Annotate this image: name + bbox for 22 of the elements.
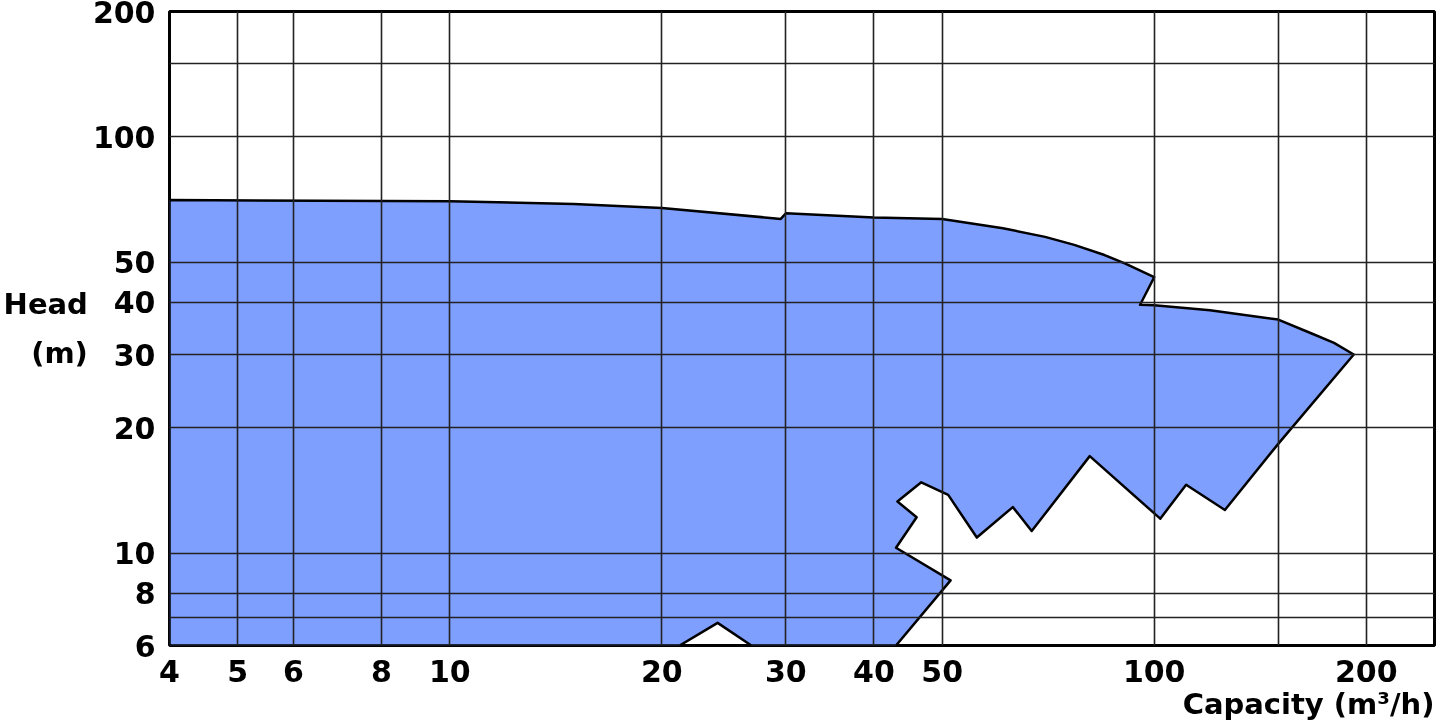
y-tick-label: 8 — [134, 576, 156, 612]
y-tick-label: 20 — [113, 410, 156, 446]
x-tick-label: 8 — [371, 653, 392, 689]
y-tick-label: 50 — [113, 245, 156, 281]
x-tick-label: 30 — [765, 653, 807, 689]
y-tick-label: 10 — [113, 536, 156, 572]
y-tick-label: 30 — [113, 337, 156, 373]
x-tick-label: 10 — [428, 653, 471, 689]
y-tick-label: 40 — [113, 285, 156, 321]
x-tick-label: 6 — [283, 653, 304, 689]
y-tick-label: 6 — [134, 628, 156, 664]
x-tick-label: 4 — [159, 653, 180, 689]
y-axis-title: Head (m) — [3, 286, 88, 371]
x-axis-title: Capacity (m³/h) — [1182, 686, 1435, 720]
x-tick-label: 20 — [640, 653, 683, 689]
x-tick-label: 40 — [853, 653, 895, 689]
y-tick-label: 200 — [92, 0, 156, 30]
x-tick-label: 200 — [1334, 653, 1398, 689]
x-tick-label: 100 — [1122, 653, 1186, 689]
y-tick-label: 100 — [92, 119, 156, 155]
x-tick-label: 5 — [227, 653, 249, 689]
x-tick-label: 50 — [921, 653, 964, 689]
